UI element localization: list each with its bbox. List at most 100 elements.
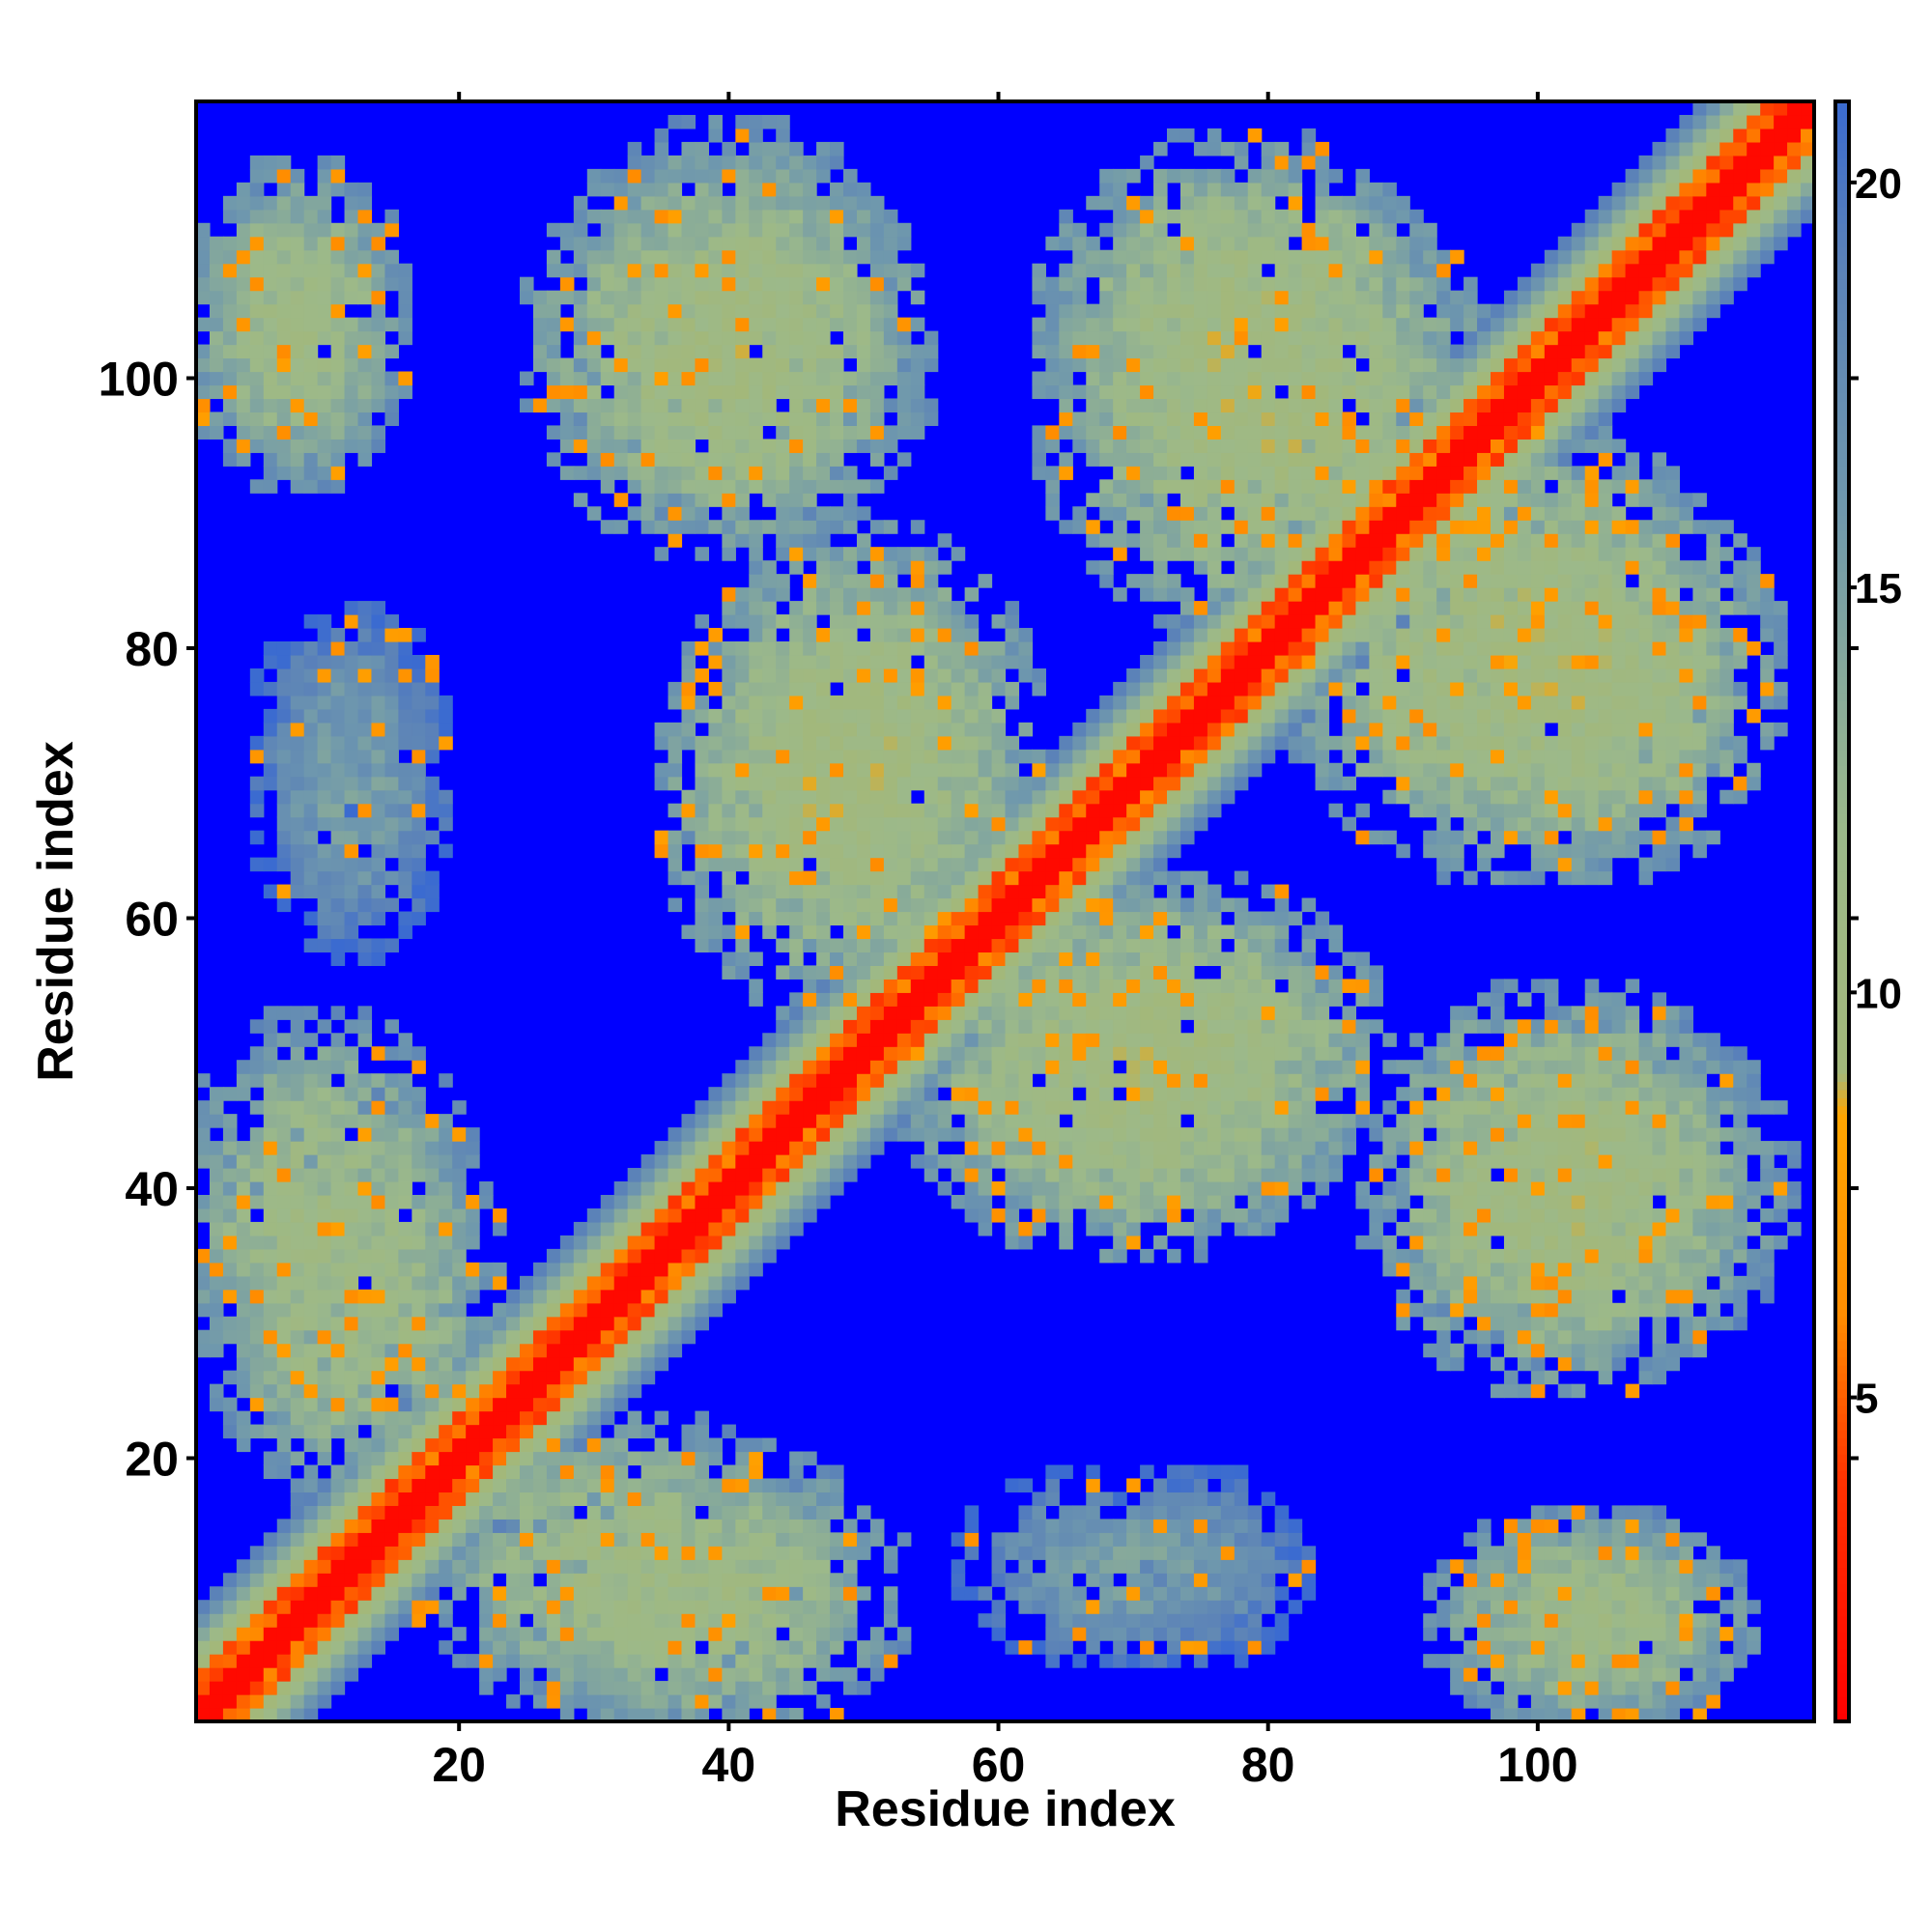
heatmap-cell [209, 1100, 224, 1115]
heatmap-cell [749, 1451, 763, 1466]
heatmap-cell [330, 1275, 346, 1291]
heatmap-cell [573, 290, 588, 305]
heatmap-cell [869, 560, 885, 575]
heatmap-cell [384, 830, 399, 845]
heatmap-cell [209, 1221, 224, 1236]
heatmap-cell [384, 1600, 399, 1614]
heatmap-cell [1140, 1573, 1154, 1587]
heatmap-cell [1167, 587, 1181, 602]
heatmap-cell [816, 384, 831, 400]
heatmap-cell [978, 938, 993, 953]
heatmap-cell [803, 222, 817, 238]
heatmap-cell [344, 601, 359, 615]
heatmap-cell [209, 1275, 224, 1291]
heatmap-cell [520, 1302, 534, 1318]
heatmap-cell [923, 749, 939, 764]
heatmap-cell [613, 222, 629, 238]
heatmap-cell [1018, 1168, 1034, 1182]
heatmap-cell [371, 1275, 386, 1291]
heatmap-cell [398, 830, 412, 845]
heatmap-cell [330, 1424, 346, 1439]
heatmap-cell [330, 870, 346, 886]
heatmap-cell [196, 1248, 211, 1264]
heatmap-cell [1126, 1221, 1141, 1236]
heatmap-cell [869, 1532, 885, 1547]
heatmap-cell [371, 843, 386, 859]
heatmap-cell [816, 1033, 831, 1047]
heatmap-cell [384, 209, 399, 224]
heatmap-cell [708, 776, 723, 791]
heatmap-cell [883, 1654, 898, 1668]
heatmap-cell [290, 1329, 305, 1345]
heatmap-cell [830, 722, 844, 737]
heatmap-cell [843, 276, 858, 292]
heatmap-cell [749, 776, 763, 791]
heatmap-cell [776, 1127, 790, 1142]
heatmap-cell [249, 330, 265, 346]
heatmap-cell [722, 344, 736, 359]
heatmap-cell [412, 1221, 426, 1236]
heatmap-cell [425, 1141, 440, 1155]
heatmap-cell [1072, 830, 1087, 845]
heatmap-cell [1059, 924, 1073, 940]
heatmap-cell [209, 1681, 224, 1695]
heatmap-cell [1086, 263, 1100, 278]
heatmap-cell [398, 371, 412, 386]
heatmap-cell [290, 1248, 305, 1264]
heatmap-cell [303, 1235, 319, 1250]
heatmap-cell [749, 749, 763, 764]
heatmap-cell [357, 762, 373, 778]
heatmap-cell [520, 1451, 534, 1466]
heatmap-cell [344, 803, 359, 818]
heatmap-cell [923, 897, 939, 913]
heatmap-cell [1167, 1114, 1181, 1128]
heatmap-cell [586, 1667, 602, 1682]
heatmap-cell [856, 857, 871, 872]
heatmap-cell [1140, 236, 1154, 251]
heatmap-cell [843, 1546, 858, 1560]
heatmap-cell [1113, 168, 1127, 184]
heatmap-cell [789, 924, 804, 940]
heatmap-cell [722, 1694, 736, 1709]
heatmap-cell [479, 1627, 494, 1641]
heatmap-cell [371, 1451, 386, 1466]
heatmap-cell [1099, 574, 1114, 588]
heatmap-cell [1140, 1141, 1154, 1155]
heatmap-cell [1140, 1033, 1154, 1047]
heatmap-cell [330, 317, 346, 332]
heatmap-cell [830, 1586, 844, 1601]
heatmap-cell [398, 1505, 412, 1520]
heatmap-cell [883, 1546, 898, 1560]
heatmap-cell [640, 195, 656, 211]
heatmap-cell [749, 520, 763, 534]
heatmap-cell [776, 1235, 790, 1250]
heatmap-cell [964, 1154, 980, 1169]
heatmap-cell [357, 276, 373, 292]
heatmap-cell [1032, 1087, 1046, 1101]
heatmap-cell [789, 870, 804, 886]
heatmap-cell [559, 371, 575, 386]
heatmap-cell [1167, 1492, 1181, 1506]
heatmap-cell [708, 735, 723, 751]
heatmap-cell [803, 330, 817, 346]
heatmap-cell [668, 1708, 683, 1722]
heatmap-cell [749, 1586, 763, 1601]
heatmap-cell [708, 1114, 723, 1128]
heatmap-cell [923, 654, 939, 669]
heatmap-cell [317, 843, 332, 859]
heatmap-cell [923, 1168, 939, 1182]
heatmap-cell [1140, 574, 1154, 588]
heatmap-cell [803, 601, 817, 615]
heatmap-cell [263, 425, 278, 440]
heatmap-cell [600, 1302, 615, 1318]
heatmap-cell [317, 263, 332, 278]
heatmap-cell [1126, 168, 1141, 184]
heatmap-cell [856, 708, 871, 724]
heatmap-cell [869, 979, 885, 993]
heatmap-cell [357, 911, 373, 926]
heatmap-cell [479, 1667, 494, 1682]
heatmap-cell [222, 439, 238, 453]
heatmap-cell [1099, 452, 1114, 467]
heatmap-cell [1045, 479, 1060, 494]
heatmap-cell [856, 182, 871, 197]
